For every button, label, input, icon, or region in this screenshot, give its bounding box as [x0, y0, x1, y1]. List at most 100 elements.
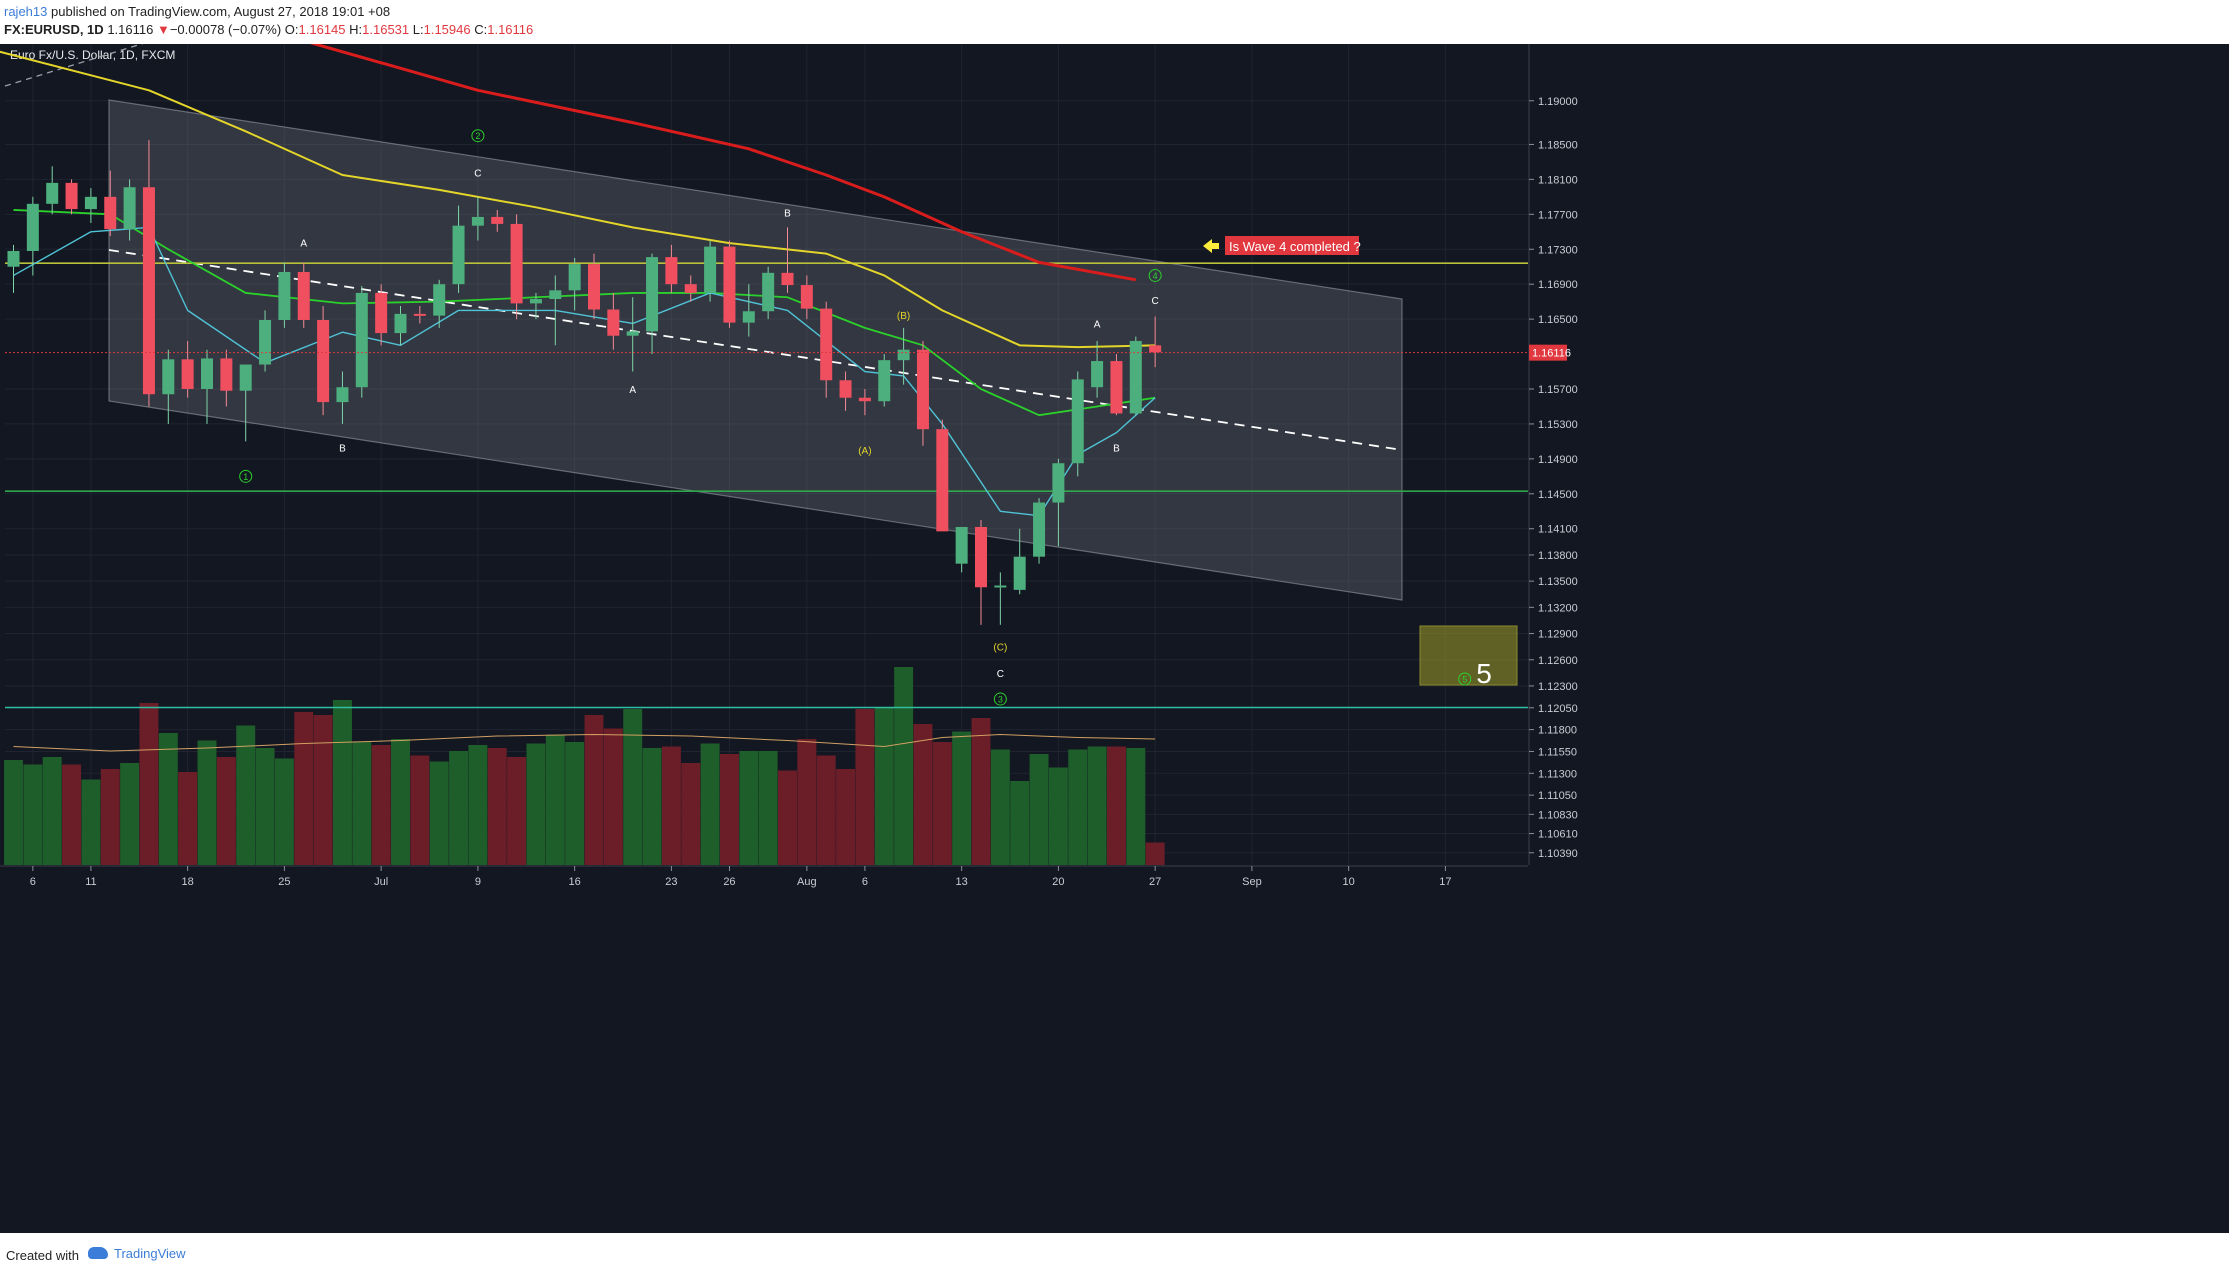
y-tick-label: 1.15300	[1538, 419, 1578, 431]
publish-line: rajeh13 published on TradingView.com, Au…	[4, 4, 390, 19]
volume-bar	[642, 748, 662, 865]
wave-circle	[993, 692, 1007, 706]
wave5-target-box	[1419, 625, 1518, 686]
wave-circle	[471, 129, 485, 143]
volume-bar	[81, 779, 101, 865]
y-tick-label: 1.16900	[1538, 279, 1578, 291]
volume-bar	[391, 739, 410, 865]
candle-body	[1110, 361, 1123, 414]
ma-red-line	[309, 44, 1137, 282]
volume-bar	[603, 728, 623, 865]
x-tick-label: 10	[1343, 876, 1355, 888]
candle-body	[433, 284, 446, 316]
candle-body	[297, 271, 310, 320]
wave-label: 5	[1462, 674, 1467, 684]
volume-bar	[371, 745, 391, 865]
wave-label: 2	[475, 131, 480, 141]
volume-bar	[23, 764, 43, 865]
y-tick-label: 1.12900	[1538, 629, 1578, 641]
volume-bar	[874, 707, 894, 865]
candle-body	[800, 285, 813, 309]
wave-label: C	[474, 168, 481, 179]
candle-body	[1091, 361, 1104, 388]
candle-body	[201, 358, 213, 389]
volume-bar	[410, 755, 430, 865]
wave-label: A	[300, 238, 307, 249]
low-label: L:	[412, 22, 424, 37]
volume-bar	[990, 749, 1010, 865]
volume-bar	[62, 764, 82, 865]
author-link[interactable]: rajeh13	[4, 4, 48, 19]
y-tick-label: 1.13500	[1538, 576, 1578, 588]
y-tick-label: 1.11550	[1538, 746, 1577, 758]
y-tick-label: 1.14900	[1538, 454, 1578, 466]
candle-body	[916, 349, 929, 430]
left-arrow-icon	[1203, 239, 1219, 253]
wave-label: 3	[998, 695, 1003, 705]
y-tick-label: 1.17300	[1538, 244, 1578, 256]
candle-body	[394, 313, 407, 334]
price-chart[interactable]: 1.19000 1.18500 1.18100 1.17700 1.17300 1.169…	[0, 44, 2229, 1233]
volume-bar	[565, 742, 585, 865]
volume-bar	[352, 742, 372, 865]
candle-body	[26, 203, 39, 251]
volume-bar	[139, 703, 159, 865]
candle-body	[510, 223, 523, 304]
x-tick-label: 6	[30, 876, 36, 888]
candle-body	[1071, 379, 1084, 464]
candle-body	[878, 360, 891, 402]
wave-circle	[1148, 268, 1162, 282]
x-tick-label: 13	[956, 876, 968, 888]
candle-body	[413, 313, 426, 316]
candle-body	[65, 182, 78, 210]
wave-label: C	[1152, 296, 1159, 307]
last-price: 1.16116	[107, 22, 154, 37]
candle-body	[1033, 502, 1046, 557]
x-tick-label: 26	[723, 876, 735, 888]
volume-bar	[1126, 748, 1146, 865]
x-tick-label: Sep	[1242, 876, 1262, 888]
x-tick-label: Aug	[797, 876, 817, 888]
volume-bar	[487, 748, 507, 865]
volume-bar	[332, 700, 352, 865]
tradingview-cloud-icon	[88, 1247, 108, 1259]
y-tick-label: 1.18500	[1538, 139, 1578, 151]
ema-yellow-line	[0, 50, 1156, 349]
y-tick-label: 1.11800	[1538, 725, 1577, 737]
tradingview-brand: TradingView	[114, 1246, 186, 1261]
candle-body	[142, 187, 155, 395]
y-tick-label: 1.11050	[1538, 790, 1577, 802]
footer	[0, 1233, 2229, 1273]
publish-info: published on TradingView.com, August 27,…	[51, 4, 391, 19]
candle-body	[1052, 463, 1065, 503]
volume-bar	[700, 743, 720, 865]
y-tick-label: 1.11300	[1538, 768, 1577, 780]
volume-bars	[4, 667, 1165, 865]
volume-bar	[236, 725, 256, 865]
volume-bar	[739, 751, 759, 865]
tradingview-logo[interactable]: TradingView	[88, 1246, 186, 1261]
last-price-tag	[1529, 344, 1567, 361]
candle-body	[181, 359, 194, 389]
candle-body	[665, 257, 678, 285]
candle-body	[742, 311, 755, 323]
y-tick-label: 1.13200	[1538, 602, 1578, 614]
price-axis-pane	[1528, 44, 2229, 865]
close-value: 1.16116	[487, 22, 534, 37]
wave-label: 1	[243, 472, 248, 482]
candle-body	[336, 387, 349, 403]
volume-bar	[681, 763, 701, 865]
volume-bar	[952, 731, 972, 865]
volume-bar	[816, 755, 836, 865]
low-value: 1.15946	[423, 22, 471, 37]
x-tick-label: 27	[1149, 876, 1161, 888]
y-tick-label: 1.18100	[1538, 174, 1578, 186]
wave-label: A	[629, 385, 636, 396]
y-tick-label: 1.17700	[1538, 209, 1578, 221]
candle-body	[762, 272, 775, 312]
wave-label: (B)	[897, 311, 910, 322]
candle-body	[491, 216, 504, 224]
volume-bar	[1010, 781, 1030, 865]
wave-circle	[239, 469, 253, 483]
